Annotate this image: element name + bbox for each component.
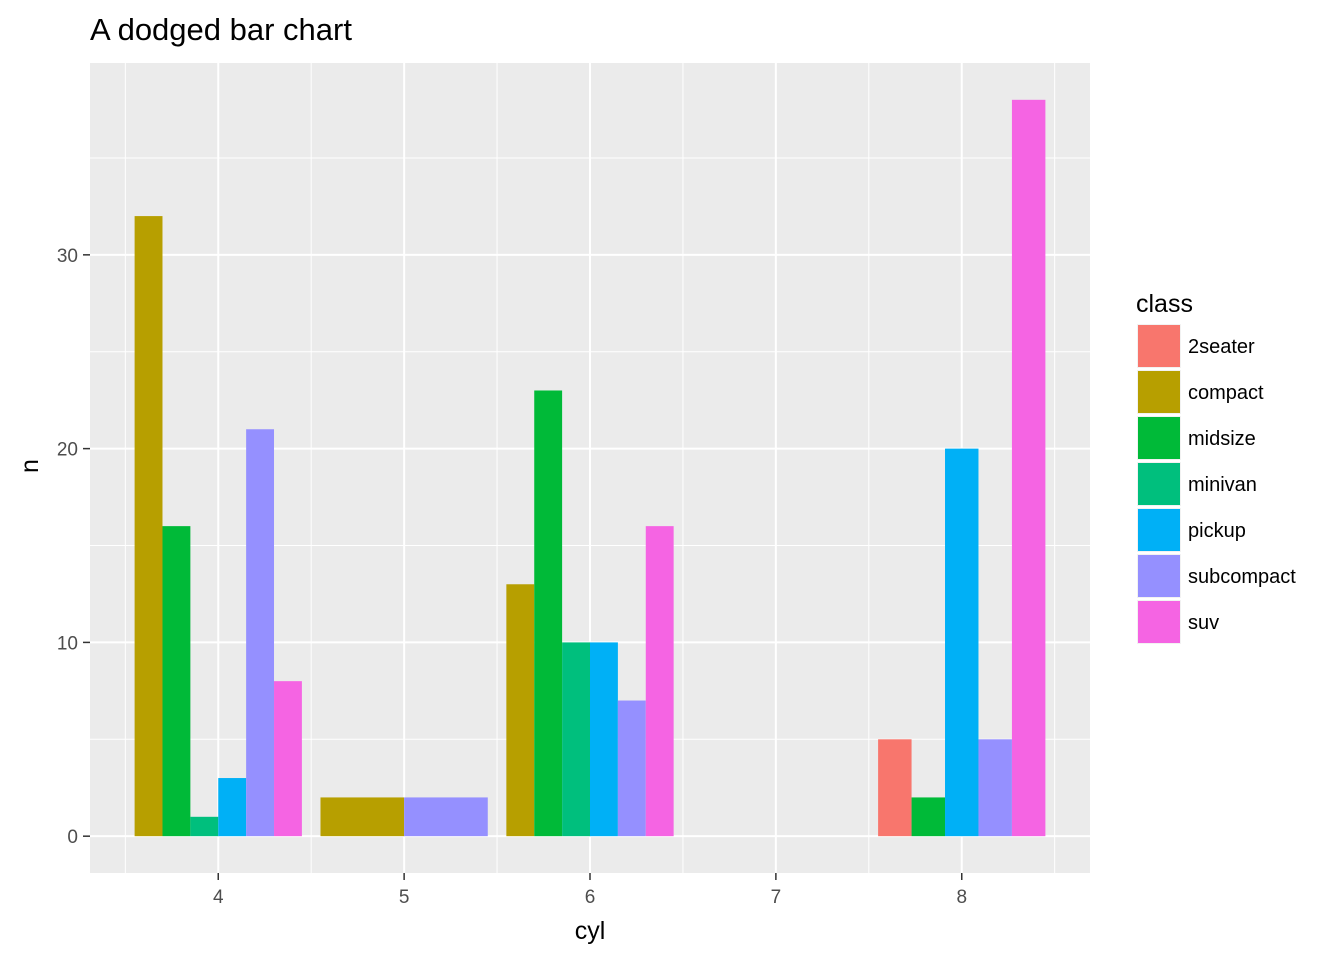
legend-key-minivan: [1138, 463, 1180, 505]
legend-key-subcompact: [1138, 555, 1180, 597]
legend-title: class: [1136, 290, 1193, 318]
bar-4-midsize: [162, 526, 191, 837]
x-tick-label: 7: [771, 887, 782, 908]
x-tick-label: 8: [956, 887, 967, 908]
legend: 2seater compact midsize minivan pickup subcom…: [1137, 324, 1296, 644]
y-tick-label: 0: [67, 827, 78, 848]
bar-6-suv: [645, 526, 674, 837]
bar-4-minivan: [190, 816, 219, 837]
legend-label-pickup: pickup: [1188, 520, 1246, 542]
legend-key-midsize: [1138, 417, 1180, 459]
legend-label-2seater: 2seater: [1188, 336, 1255, 358]
bar-4-pickup: [218, 778, 247, 837]
bar-8-2seater: [878, 739, 912, 837]
x-tick-label: 6: [585, 887, 596, 908]
x-tick-label: 4: [213, 887, 224, 908]
bar-8-midsize: [911, 797, 946, 837]
chart-title: A dodged bar chart: [90, 12, 352, 47]
bar-5-compact: [320, 797, 405, 837]
plot-panel: [90, 63, 1090, 873]
y-tick-label: 10: [57, 633, 78, 654]
bar-6-midsize: [534, 390, 563, 837]
x-tick-label: 5: [399, 887, 410, 908]
legend-label-compact: compact: [1188, 382, 1264, 404]
legend-label-midsize: midsize: [1188, 428, 1256, 450]
legend-label-minivan: minivan: [1188, 474, 1257, 496]
legend-key-suv: [1138, 601, 1180, 643]
legend-key-2seater: [1138, 325, 1180, 367]
bar-8-subcompact: [978, 739, 1012, 837]
bar-4-subcompact: [246, 429, 275, 837]
x-axis-title: cyl: [575, 917, 606, 945]
bar-6-minivan: [562, 642, 590, 837]
legend-key-pickup: [1138, 509, 1180, 551]
bar-8-pickup: [945, 448, 979, 837]
y-tick-label: 30: [57, 246, 78, 267]
bar-5-subcompact: [404, 797, 488, 837]
legend-label-suv: suv: [1188, 612, 1219, 634]
bar-4-compact: [134, 216, 163, 837]
y-axis-title: n: [16, 459, 44, 473]
legend-key-compact: [1138, 371, 1180, 413]
y-tick-label: 20: [57, 440, 78, 461]
bar-4-suv: [274, 681, 302, 837]
bar-6-pickup: [590, 642, 618, 837]
legend-label-subcompact: subcompact: [1188, 566, 1296, 588]
bar-8-suv: [1011, 99, 1046, 837]
bar-6-subcompact: [617, 700, 646, 837]
bar-6-compact: [506, 584, 535, 837]
